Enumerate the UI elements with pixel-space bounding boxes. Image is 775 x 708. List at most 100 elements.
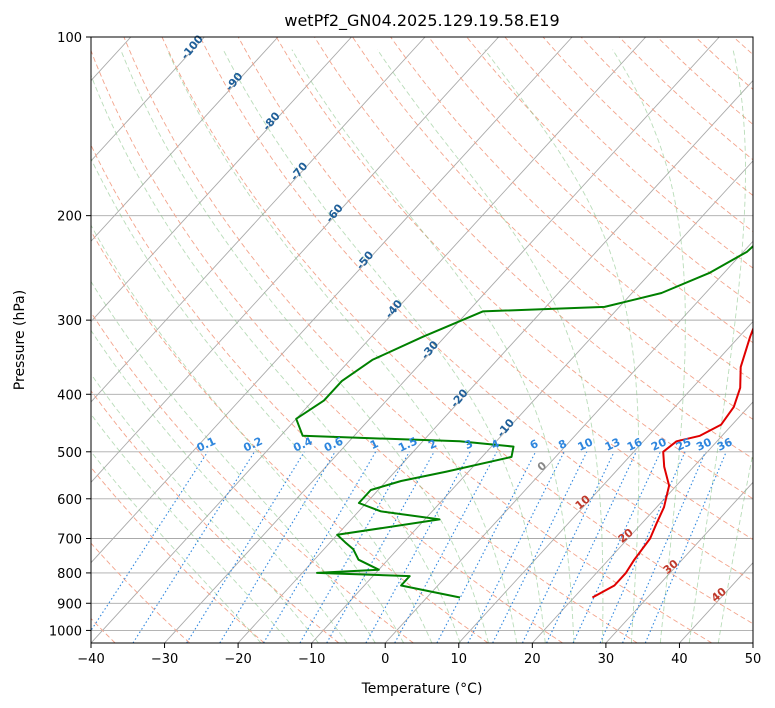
y-tick-label: 200	[57, 210, 82, 225]
isotherm-line	[311, 160, 753, 643]
moist-adiabat-line	[91, 329, 348, 643]
isotherm-line	[384, 240, 753, 643]
dry-adiabat-label: -20	[448, 386, 471, 410]
mixing-ratio-line	[91, 451, 209, 632]
isotherm-line	[532, 401, 753, 643]
y-tick-label: 100	[57, 31, 82, 46]
isotherm-line	[679, 561, 753, 643]
moist-adiabat-label: 40	[709, 585, 729, 605]
dry-adiabat-line	[91, 144, 563, 643]
mixing-ratio-line	[186, 451, 305, 643]
x-tick-label: 10	[451, 652, 468, 667]
mixing-ratio-line	[622, 451, 707, 643]
dry-adiabat-label: -90	[223, 70, 246, 94]
y-tick-label: 300	[57, 314, 82, 329]
dry-adiabat-line	[390, 37, 753, 382]
mixing-ratio-label: 25	[674, 435, 693, 453]
mixing-ratio-line	[299, 451, 410, 643]
y-tick-label: 700	[57, 533, 82, 548]
y-tick-label: 400	[57, 388, 82, 403]
x-tick-label: −10	[298, 652, 325, 667]
moist-adiabat-line	[688, 49, 746, 643]
x-tick-label: 50	[745, 652, 762, 667]
y-axis: 100 200 300 400 500 600 700 800 900 1000	[49, 31, 91, 639]
isotherm-line	[164, 37, 720, 643]
mixing-ratio-line	[394, 451, 498, 643]
dry-adiabat-line	[656, 37, 753, 126]
profile-series	[295, 244, 753, 599]
mixing-ratio-label: 16	[625, 435, 645, 453]
dry-adiabat-line	[352, 37, 753, 420]
y-tick-label: 800	[57, 567, 82, 582]
isotherm-line	[237, 79, 753, 643]
dry-adiabat-line	[580, 37, 753, 197]
mixing-ratio-line	[132, 451, 255, 643]
dry-adiabat-label: -80	[260, 109, 283, 133]
moist-adiabat-line	[222, 49, 546, 643]
moist-adiabat-lines	[91, 49, 753, 643]
dry-adiabat-line	[91, 542, 191, 643]
dry-adiabat-line	[275, 37, 753, 500]
dry-adiabat-lines	[91, 37, 753, 643]
dewpoint-profile-line	[295, 244, 753, 599]
mixing-ratio-line	[263, 451, 377, 643]
chart-title: wetPf2_GN04.2025.129.19.58.E19	[284, 11, 559, 31]
mixing-ratio-line	[546, 451, 637, 643]
dry-adiabat-line	[237, 37, 753, 541]
moist-adiabat-label: 20	[616, 526, 636, 546]
plot-area	[0, 37, 753, 643]
dry-adiabat-label: -30	[419, 338, 442, 362]
isotherm-line	[752, 642, 753, 643]
mixing-ratio-label: 30	[694, 435, 714, 453]
moist-adiabat-line	[91, 157, 433, 643]
mixing-ratio-line	[365, 451, 471, 643]
mixing-ratio-label: 13	[603, 435, 622, 453]
mixing-ratio-line	[644, 451, 727, 643]
moist-adiabat-line	[484, 49, 640, 643]
dry-adiabat-label: -10	[494, 416, 517, 440]
dry-adiabat-line	[161, 37, 753, 625]
x-tick-label: −20	[224, 652, 251, 667]
moist-adiabat-label: 10	[573, 492, 593, 512]
dry-adiabat-line	[123, 37, 713, 643]
mixing-ratio-line	[521, 451, 615, 643]
x-tick-label: −30	[151, 652, 178, 667]
mixing-ratio-label: 6	[528, 437, 541, 452]
y-tick-label: 500	[57, 446, 82, 461]
isotherm-line	[91, 37, 205, 162]
mixing-ratio-label: 10	[576, 435, 596, 453]
moist-adiabat-line	[166, 49, 518, 643]
dry-adiabat-label: -40	[383, 297, 406, 321]
isotherm-line	[605, 481, 753, 643]
x-tick-label: 20	[524, 652, 541, 667]
moist-adiabat-line	[612, 49, 686, 643]
mixing-ratio-line	[572, 451, 661, 643]
moist-adiabat-line	[91, 373, 319, 643]
isotherm-line	[91, 37, 352, 323]
isotherm-lines	[0, 37, 753, 643]
dry-adiabat-line	[91, 311, 414, 643]
temperature-profile-line	[591, 326, 753, 599]
dry-adiabat-line	[428, 37, 753, 344]
moist-adiabat-line	[91, 280, 376, 643]
moist-adiabat-label: 30	[661, 557, 681, 577]
moist-adiabat-line	[377, 49, 604, 643]
isotherm-line	[91, 37, 647, 643]
dry-adiabat-line	[91, 390, 340, 643]
dry-adiabat-line	[466, 37, 753, 306]
isotherm-line	[0, 37, 57, 643]
x-axis-title: Temperature (°C)	[361, 681, 483, 697]
mixing-ratio-label: 3	[463, 437, 475, 452]
isotherm-line	[91, 37, 499, 483]
mixing-ratio-label: 20	[649, 435, 669, 453]
isotherm-line	[91, 37, 573, 564]
dry-adiabat-line	[91, 466, 265, 643]
isotherm-line	[91, 37, 279, 242]
x-tick-label: 40	[671, 652, 688, 667]
mixing-ratio-line	[219, 451, 336, 643]
dry-adiabat-line	[695, 37, 753, 90]
moist-adiabat-line	[91, 74, 461, 643]
y-tick-label: 600	[57, 493, 82, 508]
dry-adiabat-label: -60	[323, 201, 346, 225]
